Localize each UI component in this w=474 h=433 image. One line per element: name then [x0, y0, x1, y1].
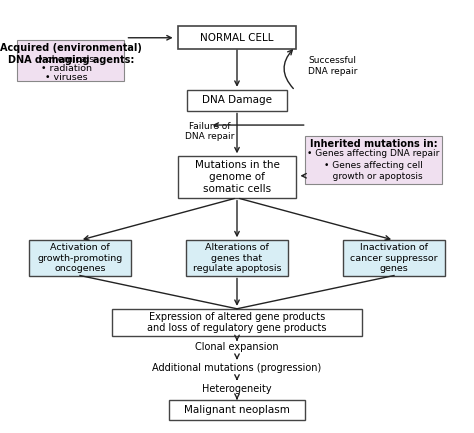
Text: Inherited mutations in:: Inherited mutations in:: [310, 139, 438, 149]
Text: Additional mutations (progression): Additional mutations (progression): [152, 363, 322, 373]
Text: • Genes affecting DNA repair: • Genes affecting DNA repair: [307, 149, 440, 158]
Text: Inactivation of
cancer suppressor
genes: Inactivation of cancer suppressor genes: [350, 243, 438, 273]
FancyBboxPatch shape: [112, 309, 362, 336]
FancyBboxPatch shape: [29, 240, 131, 276]
Text: DNA Damage: DNA Damage: [202, 95, 272, 105]
Text: Failure of
DNA repair: Failure of DNA repair: [185, 122, 234, 141]
FancyBboxPatch shape: [186, 240, 288, 276]
Text: Successful
DNA repair: Successful DNA repair: [308, 56, 357, 76]
FancyBboxPatch shape: [169, 400, 305, 420]
Text: • chemicals: • chemicals: [38, 55, 94, 64]
FancyBboxPatch shape: [178, 156, 296, 198]
Text: NORMAL CELL: NORMAL CELL: [200, 33, 274, 43]
Text: Malignant neoplasm: Malignant neoplasm: [184, 405, 290, 415]
Text: Alterations of
genes that
regulate apoptosis: Alterations of genes that regulate apopt…: [193, 243, 281, 273]
FancyBboxPatch shape: [178, 26, 296, 49]
Text: • radiation: • radiation: [41, 64, 92, 73]
Text: Heterogeneity: Heterogeneity: [202, 384, 272, 394]
FancyBboxPatch shape: [305, 136, 442, 184]
Text: • Genes affecting cell
   growth or apoptosis: • Genes affecting cell growth or apoptos…: [324, 162, 423, 181]
Text: Acquired (environmental)
DNA damaging agents:: Acquired (environmental) DNA damaging ag…: [0, 43, 142, 65]
FancyBboxPatch shape: [18, 40, 124, 81]
FancyBboxPatch shape: [187, 90, 287, 110]
Text: • viruses: • viruses: [45, 73, 88, 82]
Text: Expression of altered gene products
and loss of regulatory gene products: Expression of altered gene products and …: [147, 312, 327, 333]
Text: Activation of
growth-promoting
oncogenes: Activation of growth-promoting oncogenes: [37, 243, 123, 273]
FancyBboxPatch shape: [343, 240, 445, 276]
Text: Clonal expansion: Clonal expansion: [195, 343, 279, 352]
Text: Mutations in the
genome of
somatic cells: Mutations in the genome of somatic cells: [194, 160, 280, 194]
